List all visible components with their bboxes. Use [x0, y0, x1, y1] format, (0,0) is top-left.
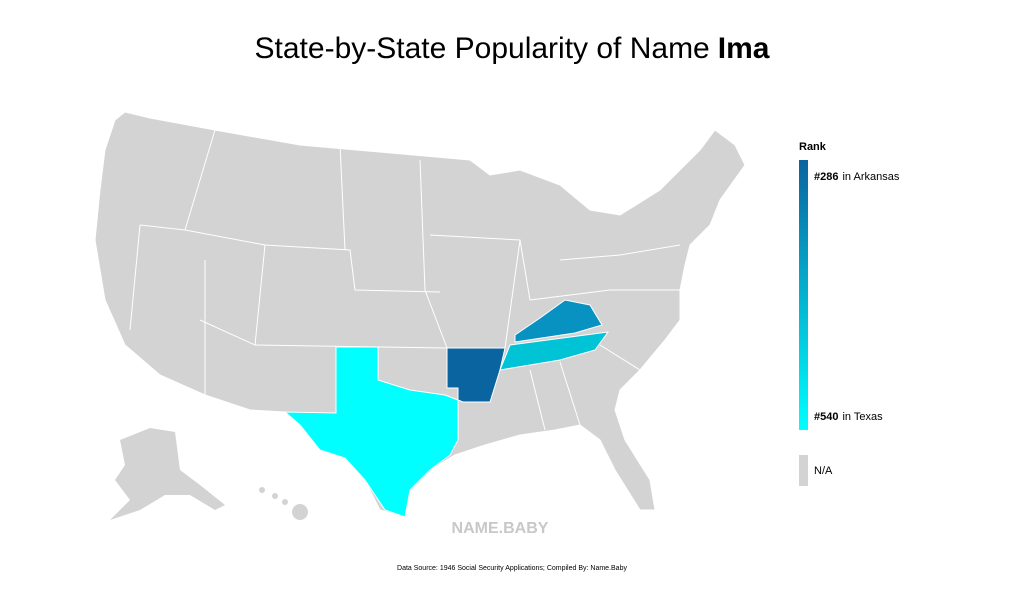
footer: Data Source: 1946 Social Security Applic…	[397, 565, 627, 572]
title-name: Ima	[718, 32, 770, 65]
title-text: State-by-State Popularity of Name	[255, 32, 710, 65]
legend-bottom: #540 in Texas	[814, 411, 883, 423]
legend-na: N/A	[814, 465, 833, 477]
legend-na-swatch	[799, 455, 808, 486]
legend-gradient	[799, 160, 808, 430]
legend-bottom-label: in Texas	[842, 411, 883, 423]
us-outline	[94, 111, 746, 518]
map	[94, 111, 746, 520]
state-borders	[129, 129, 681, 431]
legend-title: Rank	[799, 141, 827, 153]
legend: Rank #286 in Arkansas #540 in Texas N/A	[799, 141, 900, 486]
tennessee	[499, 331, 610, 371]
legend-top-rank: #286	[814, 171, 838, 183]
legend-top-label: in Arkansas	[842, 171, 899, 183]
title: State-by-State Popularity of Name Ima	[255, 32, 770, 65]
kentucky	[514, 299, 603, 343]
watermark: NAME.BABY	[452, 520, 549, 537]
legend-top: #286 in Arkansas	[814, 171, 900, 183]
hawaii	[259, 487, 308, 520]
arkansas	[446, 347, 506, 403]
alaska	[110, 428, 225, 520]
legend-bottom-rank: #540	[814, 411, 838, 423]
texas	[283, 346, 459, 518]
